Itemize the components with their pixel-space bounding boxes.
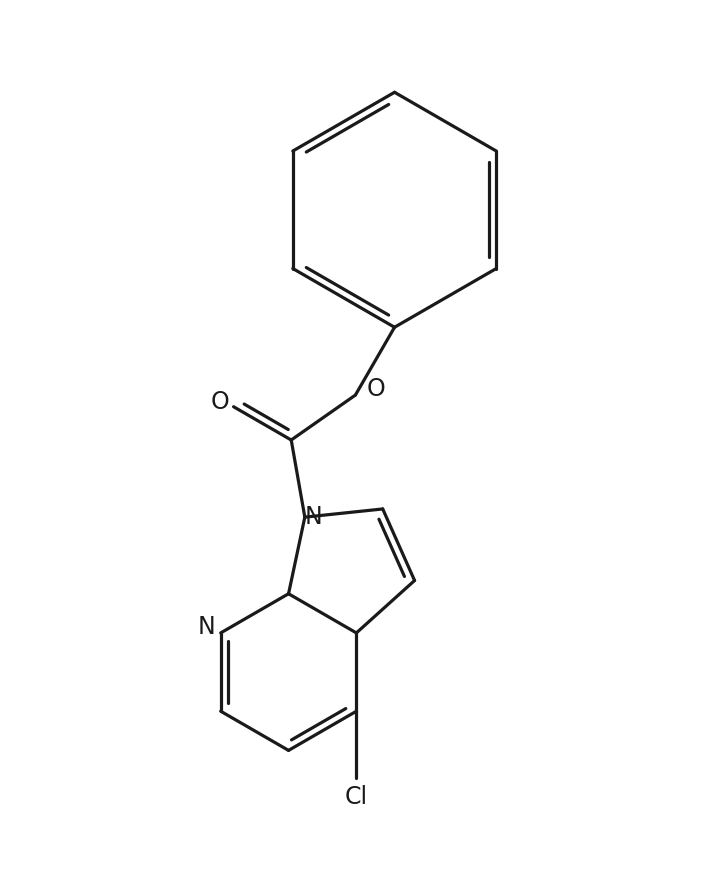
- Text: O: O: [211, 390, 229, 414]
- Text: O: O: [366, 377, 385, 401]
- Text: Cl: Cl: [345, 785, 368, 809]
- Text: N: N: [197, 615, 215, 639]
- Text: N: N: [305, 505, 323, 529]
